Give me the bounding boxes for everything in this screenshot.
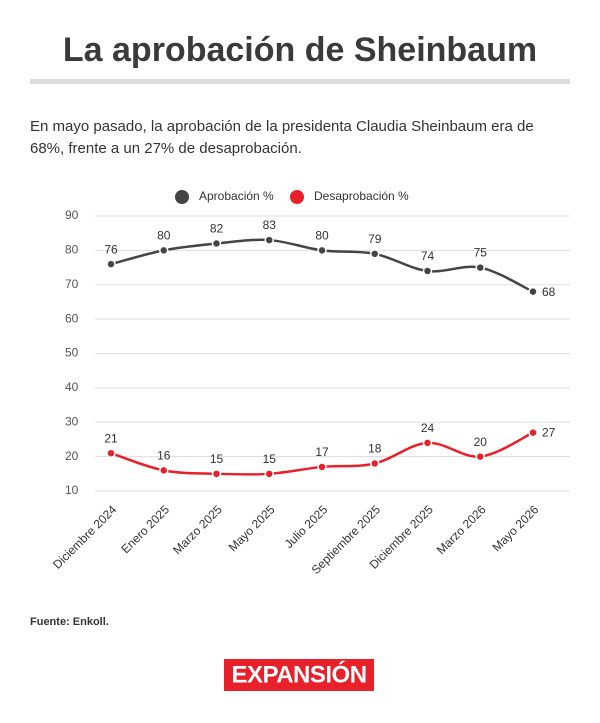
source: Fuente: Enkoll. bbox=[30, 616, 109, 628]
title-rule bbox=[30, 79, 570, 84]
y-tick-label: 10 bbox=[65, 483, 79, 497]
data-point bbox=[159, 465, 169, 476]
data-point bbox=[264, 235, 274, 245]
data-point bbox=[159, 245, 169, 256]
data-label: 15 bbox=[210, 452, 224, 466]
y-tick-label: 50 bbox=[65, 346, 79, 360]
x-tick-label: Julio 2025 bbox=[282, 502, 331, 551]
y-tick-label: 80 bbox=[65, 243, 79, 257]
data-point bbox=[106, 259, 116, 269]
y-tick-label: 90 bbox=[65, 208, 79, 222]
data-label: 82 bbox=[210, 222, 224, 236]
data-label: 15 bbox=[263, 452, 277, 466]
x-tick-label: Enero 2025 bbox=[118, 502, 172, 556]
data-label: 20 bbox=[474, 435, 488, 449]
data-label: 21 bbox=[104, 431, 118, 445]
data-point bbox=[475, 451, 485, 462]
y-tick-label: 20 bbox=[65, 449, 79, 463]
legend-label: Aprobación % bbox=[199, 189, 274, 203]
data-point bbox=[317, 245, 327, 256]
x-tick-label: Marzo 2026 bbox=[434, 502, 489, 557]
y-tick-label: 70 bbox=[65, 277, 79, 291]
data-label: 83 bbox=[263, 218, 277, 232]
x-tick-label: Diciembre 2024 bbox=[50, 502, 120, 572]
data-label: 68 bbox=[542, 285, 556, 299]
data-label: 16 bbox=[157, 449, 171, 463]
chart-title: La aprobación de Sheinbaum bbox=[63, 31, 537, 69]
data-point bbox=[475, 262, 485, 273]
data-point bbox=[370, 458, 380, 469]
legend-label: Desaprobación % bbox=[314, 189, 409, 203]
data-label: 76 bbox=[104, 242, 118, 256]
x-tick-label: Marzo 2025 bbox=[170, 502, 225, 557]
data-point bbox=[528, 427, 538, 438]
legend-marker bbox=[175, 190, 189, 204]
data-label: 17 bbox=[315, 445, 329, 459]
data-point bbox=[528, 286, 538, 297]
y-tick-label: 30 bbox=[65, 414, 79, 428]
data-label: 24 bbox=[421, 421, 435, 435]
logo: EXPANSIÓN bbox=[231, 660, 366, 688]
data-label: 74 bbox=[421, 249, 435, 263]
data-label: 80 bbox=[315, 229, 329, 243]
data-point bbox=[422, 438, 433, 448]
data-point bbox=[370, 249, 380, 259]
data-label: 80 bbox=[157, 229, 171, 243]
data-point bbox=[211, 469, 222, 479]
x-tick-label: Mayo 2025 bbox=[226, 502, 278, 554]
x-tick-label: Mayo 2026 bbox=[489, 502, 541, 554]
data-point bbox=[422, 266, 433, 276]
y-tick-label: 40 bbox=[65, 380, 79, 394]
y-tick-label: 60 bbox=[65, 311, 79, 325]
data-label: 75 bbox=[474, 246, 488, 260]
data-label: 79 bbox=[368, 232, 382, 246]
subtitle: En mayo pasado, la aprobación de la pres… bbox=[30, 118, 534, 135]
logo-box bbox=[224, 659, 374, 691]
data-point bbox=[211, 238, 222, 249]
legend-marker bbox=[290, 190, 304, 204]
data-point bbox=[106, 448, 116, 458]
data-label: 27 bbox=[542, 426, 556, 440]
subtitle: 68%, frente a un 27% de desaprobación. bbox=[30, 140, 302, 157]
data-point bbox=[317, 462, 327, 472]
data-label: 18 bbox=[368, 442, 382, 456]
data-point bbox=[264, 469, 274, 479]
